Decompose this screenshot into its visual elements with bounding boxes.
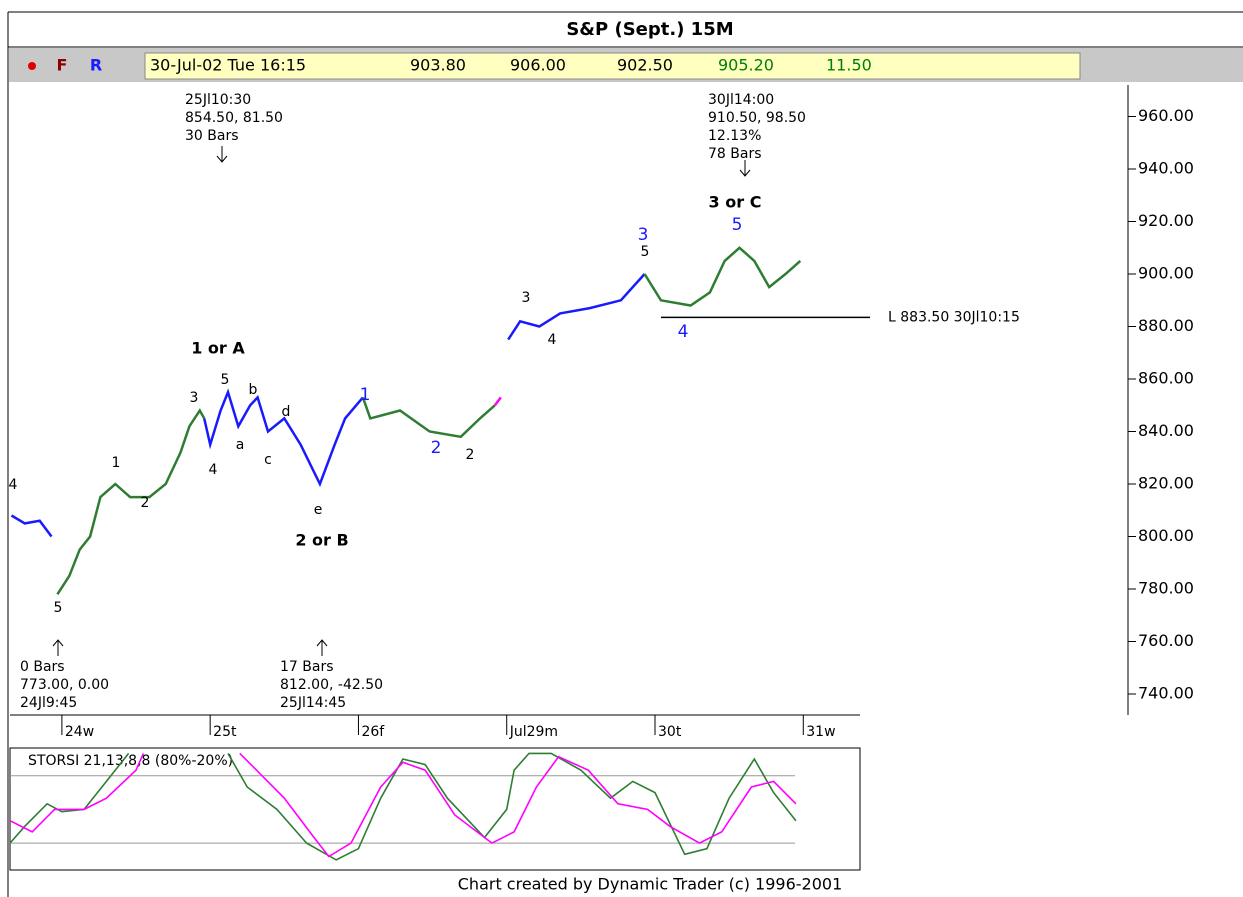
annotation: 854.50, 81.50 [185, 110, 283, 126]
y-tick-label: 800.00 [1138, 526, 1194, 545]
annotation: b [249, 382, 258, 398]
annotation: 1 or A [191, 339, 245, 358]
series-line [493, 396, 502, 407]
annotation: 5 [641, 244, 650, 260]
annotation: 773.00, 0.00 [20, 677, 109, 693]
quote-box [144, 52, 1081, 80]
annotation: 25Jl10:30 [185, 92, 251, 108]
series-line [9, 752, 797, 861]
series-line [9, 752, 797, 858]
quote-close: 905.20 [718, 56, 774, 75]
annotation: 910.50, 98.50 [708, 110, 806, 126]
y-tick-label: 900.00 [1138, 264, 1194, 283]
annotation: 78 Bars [708, 146, 762, 162]
quote-range: 11.50 [826, 56, 872, 75]
annotation: 4 [548, 332, 557, 348]
annotation: 1 [360, 385, 371, 405]
y-tick-label: 860.00 [1138, 369, 1194, 388]
y-tick-label: 740.00 [1138, 684, 1194, 703]
annotation: a [236, 437, 245, 453]
y-tick-label: 820.00 [1138, 474, 1194, 493]
annotation: 24Jl9:45 [20, 695, 77, 711]
y-tick-label: 880.00 [1138, 316, 1194, 335]
annotation: 2 [466, 447, 475, 463]
arrow-up [52, 639, 64, 656]
annotation: 4 [678, 322, 689, 342]
arrow-up [316, 639, 328, 656]
annotation: 5 [54, 600, 63, 616]
annotation: 3 or C [709, 193, 762, 212]
y-tick-label: 780.00 [1138, 579, 1194, 598]
x-tick-label: 24w [65, 724, 94, 740]
annotation: 12.13% [708, 128, 761, 144]
annotation: 2 [431, 438, 442, 458]
quote-date: 30-Jul-02 Tue 16:15 [150, 56, 306, 75]
annotation: 3 [522, 290, 531, 306]
x-tick-label: 25t [213, 724, 237, 740]
y-tick-label: 940.00 [1138, 159, 1194, 178]
x-tick-label: 30t [658, 724, 682, 740]
x-tick-label: 31w [806, 724, 835, 740]
annotation: 30Jl14:00 [708, 92, 774, 108]
y-tick-label: 760.00 [1138, 631, 1194, 650]
annotation: 812.00, -42.50 [280, 677, 383, 693]
record-icon[interactable] [28, 62, 36, 70]
annotation: 0 Bars [20, 659, 65, 675]
indicator-title: STORSI 21,13,8,8 (80%-20%) [28, 753, 233, 769]
x-tick-label: 26f [361, 724, 385, 740]
arrow-down [216, 146, 228, 163]
quote-high: 906.00 [510, 56, 566, 75]
x-tick-label: Jul29m [509, 724, 558, 740]
annotation: 3 [190, 390, 199, 406]
annotation: 5 [732, 215, 743, 235]
series-line [56, 246, 802, 595]
series-line [10, 273, 646, 538]
footer: Chart created by Dynamic Trader (c) 1996… [458, 875, 843, 894]
annotation: 4 [209, 462, 218, 478]
quote-low: 902.50 [617, 56, 673, 75]
y-tick-label: 840.00 [1138, 421, 1194, 440]
annotation: 5 [221, 372, 230, 388]
arrow-down [739, 160, 751, 177]
low-line-label: L 883.50 30Jl10:15 [888, 309, 1020, 325]
annotation: d [282, 404, 291, 420]
annotation: 3 [638, 225, 649, 245]
annotation: 25Jl14:45 [280, 695, 346, 711]
y-tick-label: 960.00 [1138, 106, 1194, 125]
annotation: e [314, 502, 323, 518]
annotation: 2 or B [295, 531, 348, 550]
y-tick-label: 920.00 [1138, 211, 1194, 230]
arrows [52, 146, 751, 656]
annotation: 2 [141, 495, 150, 511]
chart-title: S&P (Sept.) 15M [566, 19, 733, 40]
annotation: c [264, 452, 272, 468]
annotation: 4 [9, 477, 18, 493]
annotation: 1 [112, 455, 121, 471]
annotation: 17 Bars [280, 659, 334, 675]
indicator-panel [9, 747, 861, 871]
annotation: 30 Bars [185, 128, 239, 144]
f-button[interactable]: F [57, 56, 68, 75]
quote-open: 903.80 [410, 56, 466, 75]
r-button[interactable]: R [90, 56, 102, 75]
